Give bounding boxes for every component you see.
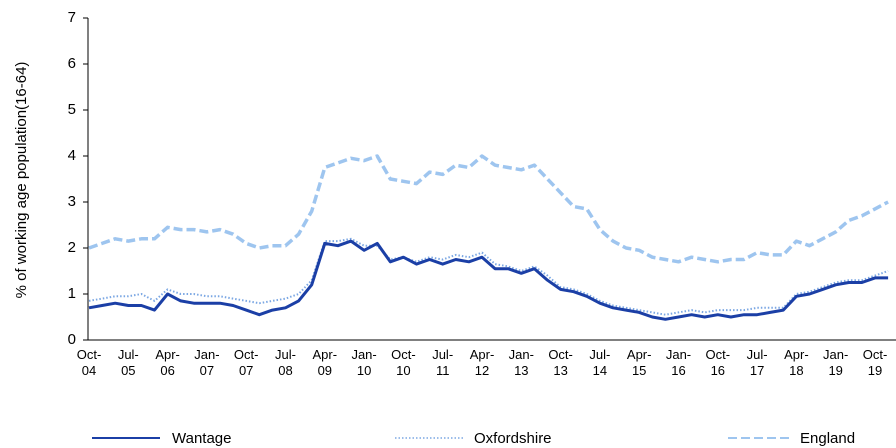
x-tick-label: Apr-18 [784, 347, 809, 378]
x-tick-label: Oct-07 [233, 347, 259, 378]
y-tick-label: 7 [68, 9, 76, 26]
y-axis-label: % of working age population(16-64) [13, 62, 30, 299]
x-tick-label: Oct-10 [391, 347, 416, 378]
x-tick-label: Oct-13 [548, 347, 573, 378]
x-tick-label: Jan-13 [508, 347, 534, 378]
y-tick-label: 1 [68, 285, 76, 302]
x-tick-label: Apr-09 [312, 347, 338, 378]
x-tick-label: Jan-07 [194, 347, 220, 378]
x-tick-label: Jul-08 [275, 347, 296, 378]
x-tick-label: Apr-15 [626, 347, 652, 378]
x-tick-label: Jul-11 [432, 347, 454, 378]
x-tick-label: Jan-16 [665, 347, 692, 378]
x-tick-label: Oct-19 [862, 347, 888, 378]
x-tick-label: Apr-06 [155, 347, 180, 378]
y-tick-label: 2 [68, 239, 76, 256]
line-wantage [88, 239, 889, 321]
legend-label: England [800, 430, 855, 447]
line-oxfordshire [88, 237, 889, 316]
line-england [88, 154, 889, 264]
y-tick-label: 3 [68, 193, 76, 210]
x-tick-label: Jul-17 [746, 347, 768, 378]
x-tick-label: Apr-12 [469, 347, 495, 378]
y-tick-label: 6 [68, 55, 76, 72]
x-tick-label: Oct-04 [76, 347, 102, 378]
y-tick-label: 4 [68, 147, 76, 164]
x-tick-label: Jul-14 [589, 347, 611, 378]
x-tick-label: Jan-19 [823, 347, 849, 378]
legend-label: Oxfordshire [474, 430, 552, 447]
legend-label: Wantage [172, 430, 231, 447]
x-tick-label: Jul-05 [117, 347, 139, 378]
y-tick-label: 5 [68, 101, 76, 118]
x-tick-label: Oct-16 [705, 347, 731, 378]
x-tick-label: Jan-10 [351, 347, 377, 378]
y-tick-label: 0 [68, 331, 76, 348]
